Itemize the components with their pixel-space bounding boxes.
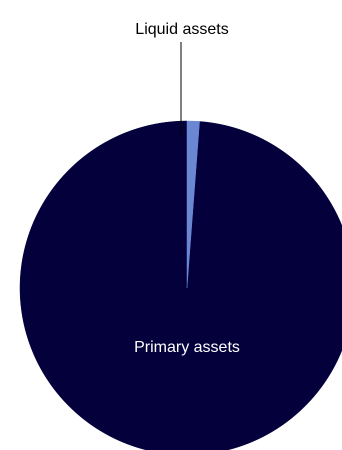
liquid-assets-label: Liquid assets: [135, 21, 228, 38]
pie-slices: [19, 120, 342, 450]
pie-slice-liquid-assets: [186, 120, 200, 289]
pie-slice-primary-assets: [19, 120, 342, 450]
primary-assets-label: Primary assets: [134, 339, 240, 356]
